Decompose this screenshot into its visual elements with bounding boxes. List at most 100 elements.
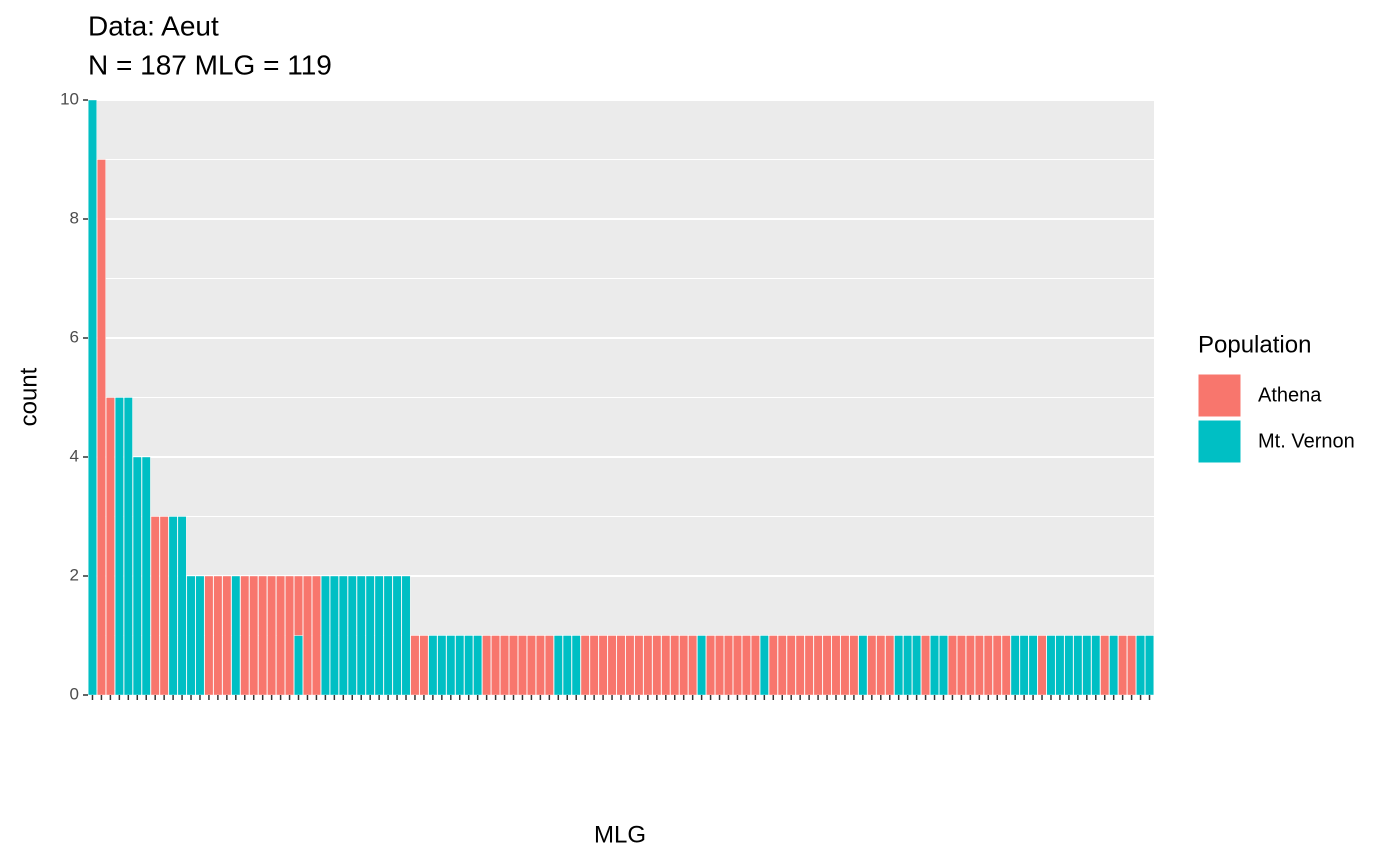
bar [365, 575, 375, 696]
bar [1055, 635, 1065, 696]
bar [249, 575, 259, 696]
bar [222, 575, 232, 696]
bar [338, 575, 348, 696]
bar [500, 635, 509, 696]
bar [876, 635, 886, 696]
bar [1091, 635, 1101, 696]
bar [392, 575, 402, 696]
bar [1100, 635, 1110, 696]
y-tick-label: 6 [70, 327, 79, 346]
bar [518, 635, 527, 696]
bar [464, 635, 474, 696]
legend-key [1197, 373, 1242, 418]
bar [804, 635, 814, 696]
bar [303, 575, 312, 696]
legend-title: Population [1198, 331, 1311, 358]
bar [786, 635, 796, 696]
bar [482, 635, 492, 696]
bar [957, 635, 966, 696]
bar [132, 456, 142, 696]
bar [1037, 635, 1047, 696]
bar [1001, 635, 1011, 696]
bar [106, 397, 115, 696]
bar [983, 635, 993, 696]
bar [670, 635, 680, 696]
x-axis-label: MLG [594, 821, 646, 848]
bar [777, 635, 787, 696]
bar [1064, 635, 1074, 696]
bar [312, 575, 321, 696]
bar [374, 575, 384, 696]
bar [724, 635, 733, 696]
bar [347, 575, 357, 696]
bar [428, 635, 438, 696]
bar [356, 575, 366, 696]
bar [1073, 635, 1083, 696]
bar [294, 575, 303, 636]
bar [1109, 635, 1119, 696]
y-tick-label: 4 [70, 446, 79, 465]
bar [1118, 635, 1128, 696]
bar [1046, 635, 1056, 696]
bar [903, 635, 913, 696]
bar [965, 635, 975, 696]
bar [580, 635, 590, 696]
bar [186, 575, 196, 696]
bar [759, 635, 769, 696]
bar [88, 99, 97, 696]
chart-subtitle: N = 187 MLG = 119 [88, 49, 332, 80]
bar [231, 575, 241, 696]
bar [123, 397, 133, 696]
bar [329, 575, 339, 696]
bar [974, 635, 984, 696]
bar [706, 635, 715, 696]
y-axis-label: count [15, 367, 42, 426]
bar [114, 397, 124, 696]
bar [679, 635, 689, 696]
bar [321, 575, 330, 696]
bar [849, 635, 859, 696]
bar [634, 635, 644, 696]
y-tick-label: 8 [70, 208, 79, 227]
legend-label: Mt. Vernon [1258, 430, 1355, 452]
bar [177, 516, 187, 696]
bar [509, 635, 518, 696]
bar [168, 516, 178, 696]
bar [1127, 635, 1136, 696]
bar [544, 635, 554, 696]
bar [912, 635, 921, 696]
bar [1082, 635, 1092, 696]
bar [894, 635, 904, 696]
bar [921, 635, 930, 696]
bar [768, 635, 778, 696]
chart-title: Data: Aeut [88, 10, 219, 41]
y-tick-label: 2 [70, 565, 79, 584]
bar [1019, 635, 1029, 696]
bar [948, 635, 957, 696]
legend-label: Athena [1258, 384, 1322, 406]
bar [589, 635, 599, 696]
y-tick-label: 0 [70, 684, 79, 703]
bar [822, 635, 832, 696]
bar [159, 516, 169, 696]
bar [1145, 635, 1154, 696]
bar [437, 635, 447, 696]
bar [276, 575, 285, 696]
bar [598, 635, 608, 696]
bar [1136, 635, 1145, 696]
bar [840, 635, 850, 696]
legend-key [1197, 419, 1242, 464]
bar [204, 575, 214, 696]
bar [473, 635, 483, 696]
bar [535, 635, 545, 696]
bar [831, 635, 841, 696]
bar [267, 575, 277, 696]
bar [1028, 635, 1038, 696]
bar [992, 635, 1002, 696]
bar [625, 635, 635, 696]
bar [150, 516, 160, 696]
y-tick-label: 10 [60, 89, 79, 108]
bar [813, 635, 823, 696]
